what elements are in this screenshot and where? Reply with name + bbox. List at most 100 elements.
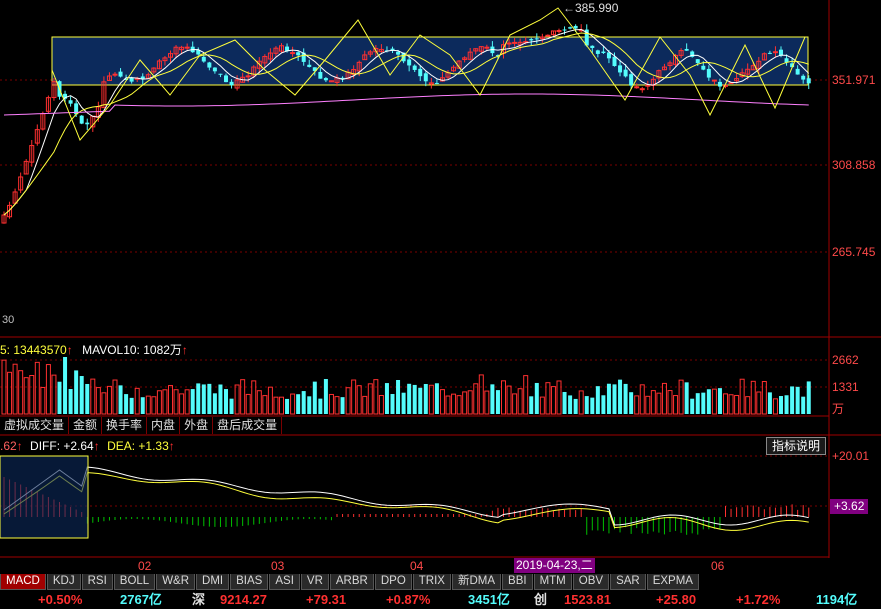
volume-bar	[739, 378, 745, 415]
candle-up	[451, 66, 457, 72]
volume-bar	[634, 395, 640, 415]
tab-trix[interactable]: TRIX	[412, 574, 451, 590]
volume-bar	[473, 383, 479, 415]
volume-bar	[279, 396, 284, 415]
volume-bar	[85, 383, 90, 414]
candle-down	[285, 46, 290, 52]
volume-bar	[7, 371, 13, 415]
volume-bar	[312, 381, 317, 414]
tab-asi[interactable]: ASI	[269, 574, 300, 590]
candle-up	[373, 47, 379, 53]
tab-after-hours-volume[interactable]: 盘后成交量	[213, 417, 283, 434]
volume-bar	[345, 387, 351, 415]
candle-up	[723, 84, 728, 87]
volume-bar	[29, 375, 35, 415]
tab-macd[interactable]: MACD	[0, 574, 46, 590]
candle-up	[273, 47, 279, 54]
macd-highlight-box	[0, 455, 89, 539]
volume-bar	[495, 390, 500, 414]
tab-wr[interactable]: W&R	[156, 574, 196, 590]
tab-virtual-volume[interactable]: 虚拟成交量	[0, 417, 70, 434]
candle-down	[423, 73, 428, 82]
candle-down	[140, 76, 145, 80]
candle-up	[12, 191, 18, 204]
candle-down	[212, 67, 217, 72]
tab-dmi[interactable]: DMI	[196, 574, 230, 590]
volume-bar	[534, 382, 539, 414]
volume-bar	[63, 357, 68, 414]
tab-arbr[interactable]: ARBR	[329, 574, 374, 590]
cy-pct: +1.72%	[736, 592, 781, 607]
tab-expma[interactable]: EXPMA	[646, 574, 699, 590]
candle-up	[517, 41, 523, 46]
volume-bar	[484, 390, 490, 415]
candle-up	[106, 75, 112, 81]
sz-name: 深	[192, 592, 206, 607]
volume-bar	[18, 370, 24, 415]
volume-bar	[529, 396, 534, 414]
candle-up	[179, 46, 185, 51]
volume-bar	[356, 385, 362, 415]
candle-up	[184, 46, 190, 49]
candle-up	[356, 61, 362, 72]
tab-sar[interactable]: SAR	[610, 574, 646, 590]
tab-obv[interactable]: OBV	[572, 574, 610, 590]
volume-bar	[418, 387, 423, 414]
tab-amount[interactable]: 金额	[69, 417, 103, 434]
volume-bar	[151, 396, 157, 415]
volume-bar	[224, 389, 228, 414]
tab-rsi[interactable]: RSI	[81, 574, 113, 590]
price-axis-label-2: 308.858	[832, 158, 876, 172]
candle-up	[678, 50, 684, 56]
market-status-bar: +0.50% 2767亿 深 9214.27 +79.31 +0.87% 345…	[0, 591, 881, 609]
volume-bar	[162, 389, 168, 415]
tab-vr[interactable]: VR	[300, 574, 329, 590]
candle-down	[68, 100, 73, 104]
volume-bar	[684, 382, 689, 414]
volume-bar	[318, 398, 323, 414]
sh-pct: +0.50%	[38, 592, 83, 607]
tab-bbi[interactable]: BBI	[502, 574, 533, 590]
indicator-help-button[interactable]: 指标说明	[766, 437, 827, 455]
volume-bar	[396, 380, 401, 414]
volume-mavol10: MAVOL10: 1082万	[82, 343, 182, 357]
candle-down	[434, 82, 439, 84]
candle-up	[34, 129, 40, 144]
volume-bar	[578, 390, 584, 415]
volume-axis-label-1: 2662	[832, 353, 859, 367]
volume-bar	[267, 386, 273, 415]
tab-new-dma[interactable]: 新DMA	[451, 574, 502, 590]
tab-kdj[interactable]: KDJ	[46, 574, 81, 590]
candle-up	[162, 57, 168, 62]
volume-bar	[690, 398, 695, 414]
candle-down	[529, 39, 534, 41]
volume-bar	[79, 376, 84, 414]
volume-bar	[506, 385, 512, 415]
candle-up	[745, 68, 751, 75]
candle-up	[145, 74, 151, 79]
candle-down	[706, 68, 711, 78]
volume-bar	[695, 393, 700, 414]
volume-bar	[74, 370, 79, 414]
tab-mtm[interactable]: MTM	[533, 574, 572, 590]
candle-down	[784, 58, 789, 63]
volume-bar	[667, 390, 673, 415]
candle-up	[645, 84, 651, 87]
tab-inner-volume[interactable]: 内盘	[147, 417, 181, 434]
tab-turnover-rate[interactable]: 换手率	[102, 417, 148, 434]
tab-boll[interactable]: BOLL	[113, 574, 156, 590]
tab-dpo[interactable]: DPO	[374, 574, 412, 590]
candle-down	[767, 52, 772, 54]
sz-amount: 3451亿	[468, 592, 510, 607]
candle-down	[312, 67, 317, 72]
candle-down	[612, 56, 617, 67]
candle-up	[761, 53, 767, 61]
candle-down	[606, 52, 611, 59]
tab-outer-volume[interactable]: 外盘	[180, 417, 214, 434]
tab-bias[interactable]: BIAS	[230, 574, 269, 590]
volume-bar	[556, 380, 562, 415]
volume-bar	[95, 387, 101, 415]
cy-name: 创	[534, 592, 548, 607]
candle-down	[129, 77, 134, 82]
